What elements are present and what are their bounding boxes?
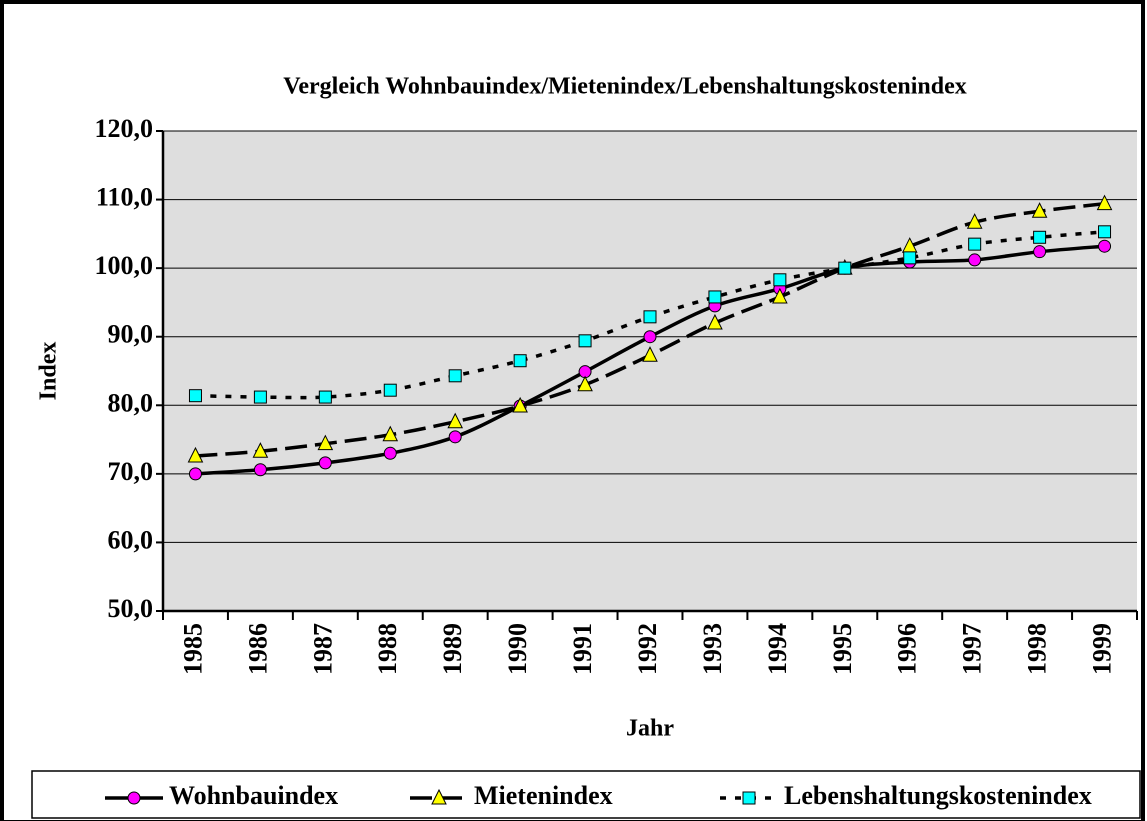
marker	[1096, 194, 1113, 211]
marker	[188, 467, 202, 481]
x-tick-label: 1998	[1023, 623, 1052, 675]
y-tick-label: 60,0	[108, 525, 154, 554]
marker	[742, 791, 756, 805]
x-tick-label: 1996	[893, 623, 922, 675]
y-axis-label: Index	[36, 342, 62, 401]
x-tick-label: 1992	[633, 623, 662, 675]
marker	[127, 791, 141, 805]
marker	[447, 412, 464, 429]
x-tick-label: 1986	[243, 623, 272, 675]
marker	[448, 430, 462, 444]
marker	[1033, 245, 1047, 259]
x-tick-label: 1988	[373, 623, 402, 675]
y-tick-label: 120,0	[95, 114, 154, 143]
marker	[577, 375, 593, 392]
marker	[448, 369, 462, 383]
marker	[966, 213, 983, 229]
marker	[383, 446, 397, 460]
marker	[642, 346, 658, 362]
x-axis-label: Jahr	[626, 716, 674, 742]
marker	[643, 330, 657, 344]
marker	[1031, 202, 1048, 218]
y-tick-label: 50,0	[108, 594, 154, 623]
y-tick-label: 90,0	[108, 320, 154, 349]
marker	[643, 310, 657, 324]
x-tick-label: 1997	[958, 623, 987, 675]
x-tick-label: 1987	[308, 623, 337, 675]
x-tick-label: 1991	[568, 623, 597, 675]
x-tick-label: 1993	[698, 623, 727, 675]
marker	[253, 390, 267, 404]
marker	[1033, 230, 1047, 244]
x-tick-label: 1994	[763, 623, 792, 675]
legend-label: Wohnbauindex	[169, 781, 338, 810]
marker	[772, 287, 788, 304]
marker	[707, 313, 723, 330]
y-tick-label: 70,0	[108, 457, 154, 486]
y-tick-label: 80,0	[108, 388, 154, 417]
marker	[968, 253, 982, 267]
y-tick-label: 110,0	[96, 183, 153, 212]
marker	[318, 390, 332, 404]
marker	[838, 261, 852, 275]
marker	[1098, 225, 1112, 239]
marker	[317, 434, 334, 451]
marker	[513, 354, 527, 368]
x-tick-label: 1985	[178, 623, 207, 675]
plot-area	[163, 131, 1137, 611]
marker	[968, 237, 982, 251]
marker	[773, 273, 787, 287]
marker	[187, 446, 204, 463]
x-tick-label: 1995	[828, 623, 857, 675]
marker	[253, 463, 267, 477]
marker	[383, 383, 397, 397]
x-tick-label: 1999	[1088, 623, 1117, 675]
marker	[903, 251, 917, 265]
legend-box	[31, 770, 1141, 819]
marker	[708, 290, 722, 304]
marker	[512, 396, 528, 413]
y-tick-label: 100,0	[95, 251, 154, 280]
marker	[578, 334, 592, 348]
marker	[382, 425, 399, 442]
x-tick-label: 1990	[503, 623, 532, 675]
chart-title: Vergleich Wohnbauindex/Mietenindex/Leben…	[283, 74, 966, 100]
marker	[1098, 239, 1112, 253]
marker	[318, 456, 332, 470]
legend-label: Mietenindex	[474, 781, 613, 810]
marker	[188, 389, 202, 403]
legend-label: Lebenshaltungskostenindex	[784, 781, 1092, 810]
marker	[431, 788, 447, 805]
marker	[252, 442, 269, 458]
x-tick-label: 1989	[438, 623, 467, 675]
